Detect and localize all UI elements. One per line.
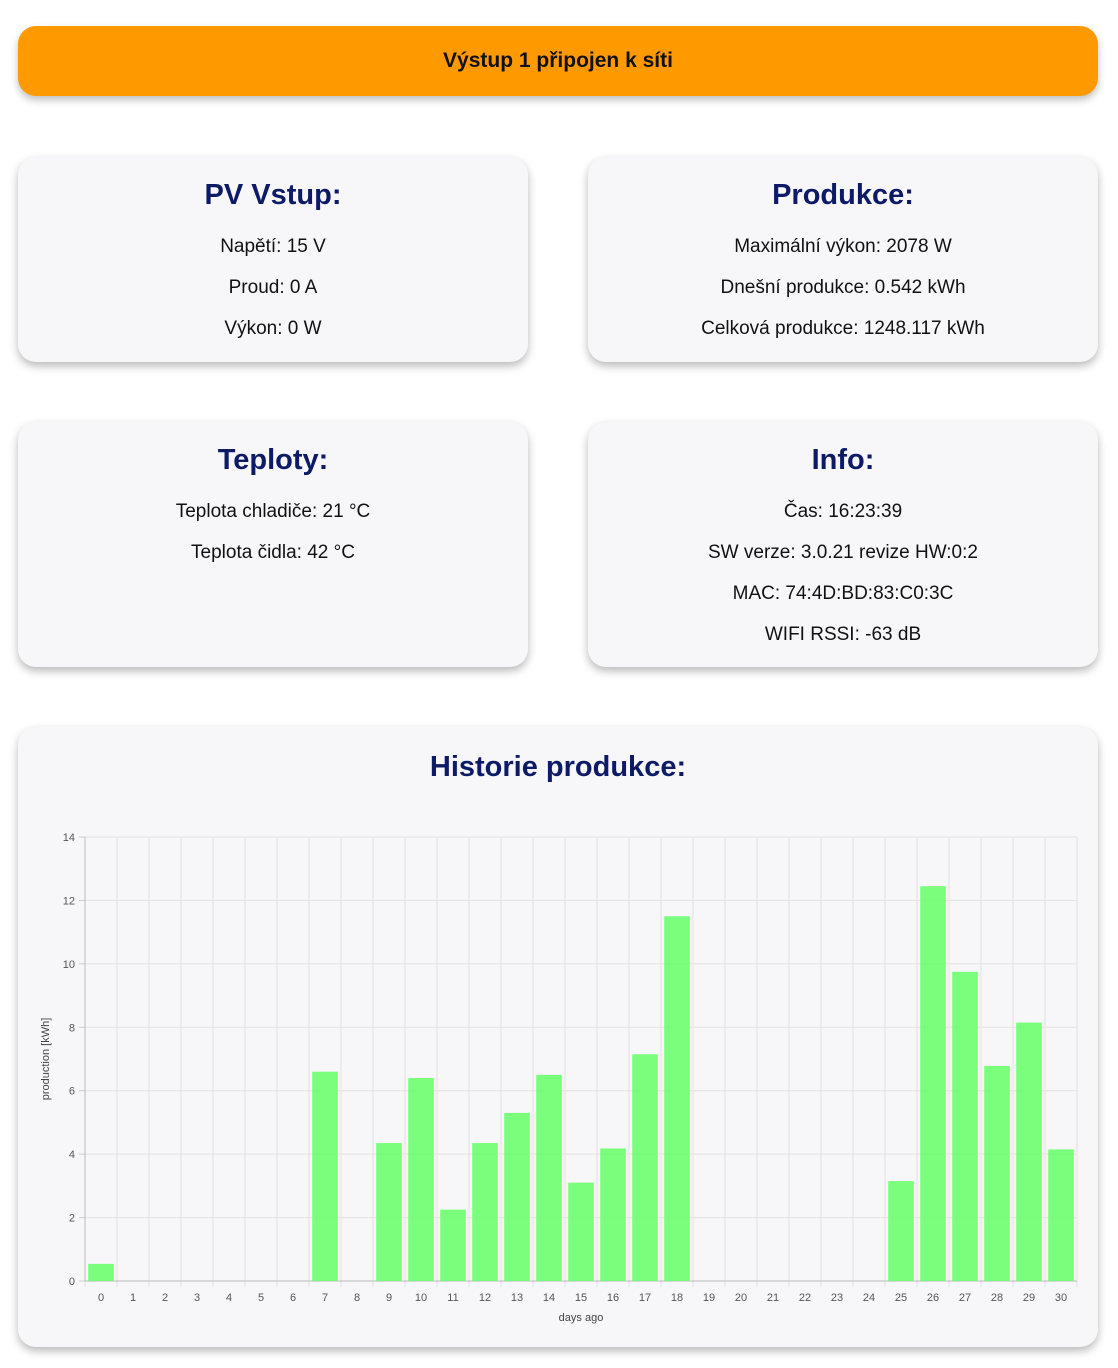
x-tick-label: 14 bbox=[543, 1292, 555, 1304]
bar-day-18 bbox=[664, 916, 690, 1281]
bar-day-16 bbox=[600, 1148, 626, 1281]
pv-input-title: PV Vstup: bbox=[204, 179, 342, 211]
bar-day-29 bbox=[1016, 1022, 1042, 1281]
x-tick-label: 8 bbox=[354, 1292, 360, 1304]
total-production: Celková produkce: 1248.117 kWh bbox=[701, 318, 985, 339]
bar-day-7 bbox=[312, 1071, 338, 1281]
x-tick-label: 22 bbox=[799, 1292, 811, 1304]
y-tick-label: 6 bbox=[69, 1086, 75, 1098]
bar-day-14 bbox=[536, 1074, 562, 1281]
x-tick-label: 11 bbox=[447, 1292, 458, 1304]
bar-day-0 bbox=[88, 1263, 114, 1281]
bar-day-30 bbox=[1048, 1149, 1074, 1281]
production-card: Produkce: Maximální výkon: 2078 W Dnešní… bbox=[588, 157, 1098, 362]
production-title: Produkce: bbox=[772, 179, 914, 211]
y-tick-label: 0 bbox=[69, 1276, 75, 1288]
x-tick-label: 3 bbox=[194, 1292, 200, 1304]
info-sw-version: SW verze: 3.0.21 revize HW:0:2 bbox=[708, 542, 978, 563]
bar-day-27 bbox=[952, 971, 978, 1281]
x-tick-label: 12 bbox=[479, 1292, 491, 1304]
info-time: Čas: 16:23:39 bbox=[783, 501, 903, 522]
status-banner: Výstup 1 připojen k síti bbox=[18, 26, 1098, 96]
info-wifi-rssi: WIFI RSSI: -63 dB bbox=[764, 624, 922, 645]
x-tick-label: 25 bbox=[895, 1292, 907, 1304]
x-tick-label: 13 bbox=[511, 1292, 523, 1304]
heatsink-temperature: Teplota chladiče: 21 °C bbox=[175, 501, 371, 522]
y-axis-label: production [kWh] bbox=[40, 1018, 52, 1101]
x-tick-label: 16 bbox=[607, 1292, 619, 1304]
x-tick-label: 2 bbox=[162, 1292, 168, 1304]
x-tick-label: 28 bbox=[991, 1292, 1003, 1304]
y-tick-label: 2 bbox=[69, 1213, 75, 1225]
x-tick-label: 29 bbox=[1023, 1292, 1035, 1304]
today-production: Dnešní produkce: 0.542 kWh bbox=[720, 277, 966, 298]
x-tick-label: 24 bbox=[863, 1292, 875, 1304]
info-title: Info: bbox=[811, 444, 875, 476]
info-mac: MAC: 74:4D:BD:83:C0:3C bbox=[732, 583, 954, 604]
x-tick-label: 27 bbox=[959, 1292, 971, 1304]
x-tick-label: 5 bbox=[258, 1292, 264, 1304]
info-card: Info: Čas: 16:23:39 SW verze: 3.0.21 rev… bbox=[588, 422, 1098, 667]
bar-day-13 bbox=[504, 1112, 530, 1281]
y-tick-label: 10 bbox=[63, 959, 75, 971]
production-history-title: Historie produkce: bbox=[429, 751, 687, 783]
x-tick-label: 30 bbox=[1055, 1292, 1067, 1304]
x-tick-label: 10 bbox=[415, 1292, 427, 1304]
production-history-card: Historie produkce: 0 2 4 6 8 10 12 14 0 1 2 3 4 5 6 7 8 9… bbox=[18, 727, 1098, 1347]
bar-day-15 bbox=[568, 1182, 594, 1281]
x-tick-label: 1 bbox=[130, 1292, 136, 1304]
max-power: Maximální výkon: 2078 W bbox=[734, 236, 952, 257]
x-tick-label: 6 bbox=[290, 1292, 296, 1304]
y-tick-label: 12 bbox=[63, 895, 75, 907]
bar-day-28 bbox=[984, 1065, 1010, 1281]
x-axis-label: days ago bbox=[559, 1312, 604, 1324]
x-tick-label: 20 bbox=[735, 1292, 747, 1304]
x-tick-label: 18 bbox=[671, 1292, 683, 1304]
x-tick-label: 9 bbox=[386, 1292, 392, 1304]
bar-day-10 bbox=[408, 1078, 434, 1281]
x-tick-label: 0 bbox=[98, 1292, 104, 1304]
y-tick-label: 4 bbox=[69, 1149, 75, 1161]
temperatures-card: Teploty: Teplota chladiče: 21 °C Teplota… bbox=[18, 422, 528, 667]
y-tick-label: 8 bbox=[69, 1022, 75, 1034]
bar-day-12 bbox=[472, 1143, 498, 1281]
sensor-temperature: Teplota čidla: 42 °C bbox=[191, 542, 355, 563]
pv-power: Výkon: 0 W bbox=[224, 318, 322, 339]
bar-day-26 bbox=[920, 886, 946, 1281]
x-tick-label: 17 bbox=[639, 1292, 651, 1304]
bar-day-17 bbox=[632, 1054, 658, 1281]
y-tick-label: 14 bbox=[63, 832, 75, 844]
x-tick-label: 4 bbox=[226, 1292, 232, 1304]
x-tick-label: 15 bbox=[575, 1292, 587, 1304]
temperatures-title: Teploty: bbox=[217, 444, 329, 476]
pv-voltage: Napětí: 15 V bbox=[220, 236, 326, 257]
pv-input-card: PV Vstup: Napětí: 15 V Proud: 0 A Výkon:… bbox=[18, 157, 528, 362]
x-tick-label: 21 bbox=[767, 1292, 779, 1304]
bar-day-9 bbox=[376, 1143, 402, 1281]
status-banner-text: Výstup 1 připojen k síti bbox=[443, 49, 673, 72]
bar-day-11 bbox=[440, 1209, 466, 1281]
x-tick-label: 26 bbox=[927, 1292, 939, 1304]
bar-day-25 bbox=[888, 1181, 914, 1281]
x-tick-label: 23 bbox=[831, 1292, 843, 1304]
x-tick-label: 7 bbox=[322, 1292, 328, 1304]
x-tick-label: 19 bbox=[703, 1292, 715, 1304]
pv-current: Proud: 0 A bbox=[228, 277, 318, 298]
